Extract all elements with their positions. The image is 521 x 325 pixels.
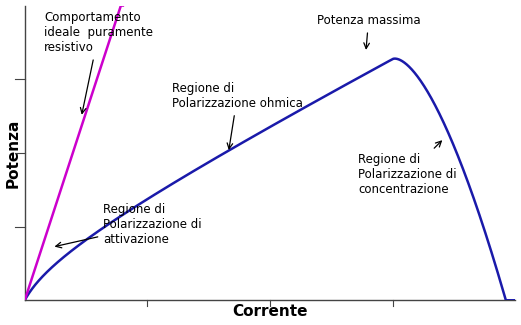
Text: Regione di
Polarizzazione di
attivazione: Regione di Polarizzazione di attivazione: [56, 203, 202, 248]
Text: Comportamento
ideale  puramente
resistivo: Comportamento ideale puramente resistivo: [44, 11, 153, 113]
Y-axis label: Potenza: Potenza: [6, 118, 20, 188]
Text: Potenza massima: Potenza massima: [317, 14, 420, 48]
Text: Regione di
Polarizzazione ohmica: Regione di Polarizzazione ohmica: [172, 82, 303, 149]
Text: Regione di
Polarizzazione di
concentrazione: Regione di Polarizzazione di concentrazi…: [358, 141, 457, 196]
X-axis label: Corrente: Corrente: [232, 305, 308, 319]
